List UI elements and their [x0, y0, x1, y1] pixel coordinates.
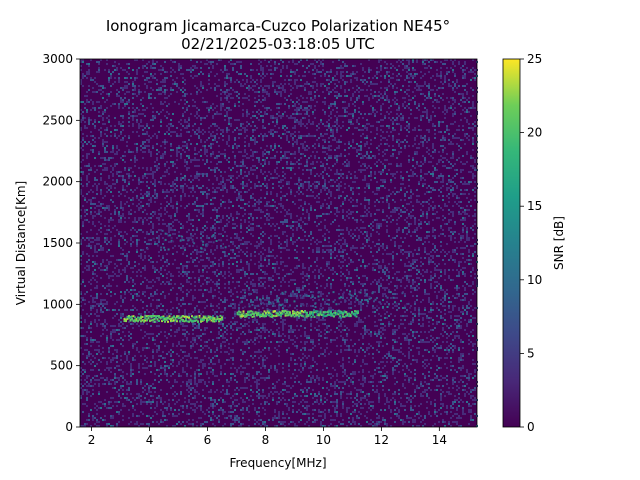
y-tick-label: 3000 [42, 52, 73, 66]
y-tick-label: 1500 [42, 236, 73, 250]
chart-title-line2: 02/21/2025-03:18:05 UTC [181, 35, 375, 53]
echo-trace-5 [146, 229, 227, 254]
colorbar-axis: 0 5 10 15 20 25 [520, 52, 542, 434]
x-tick-label: 6 [204, 433, 212, 447]
echo-trace-4 [236, 290, 411, 312]
noise-layer-mid [80, 59, 478, 427]
colorbar-tick-label: 15 [527, 199, 542, 213]
echo-trace-2 [236, 309, 308, 318]
chart-title-line1: Ionogram Jicamarca-Cuzco Polarization NE… [106, 17, 450, 35]
y-tick-label: 2000 [42, 175, 73, 189]
x-tick-label: 8 [262, 433, 270, 447]
colorbar-label: SNR [dB] [552, 216, 566, 270]
colorbar-tick-label: 0 [527, 420, 535, 434]
y-tick-label: 1000 [42, 297, 73, 311]
x-tick-label: 12 [374, 433, 389, 447]
colorbar-tick-label: 20 [527, 126, 542, 140]
x-tick-label: 4 [146, 433, 154, 447]
colorbar-tick-label: 5 [527, 346, 535, 360]
noise-layer-low [80, 59, 478, 427]
colorbar [502, 58, 521, 428]
echo-trace-1 [123, 314, 223, 323]
y-tick-label: 0 [65, 420, 73, 434]
x-axis: 2 4 6 8 10 12 14 [88, 427, 447, 447]
colorbar-gradient [502, 58, 521, 428]
y-tick-label: 2500 [42, 113, 73, 127]
echo-trace-3 [306, 310, 359, 318]
x-axis-label: Frequency[MHz] [229, 456, 326, 470]
y-axis: 0 500 1000 1500 2000 2500 3000 [42, 52, 80, 434]
x-tick-label: 10 [316, 433, 331, 447]
y-tick-label: 500 [50, 359, 73, 373]
y-axis-label: Virtual Distance[Km] [14, 181, 28, 305]
colorbar-tick-label: 10 [527, 273, 542, 287]
x-tick-label: 2 [88, 433, 96, 447]
colorbar-tick-label: 25 [527, 52, 542, 66]
heatmap-plot-area [79, 58, 478, 428]
x-tick-label: 14 [432, 433, 447, 447]
